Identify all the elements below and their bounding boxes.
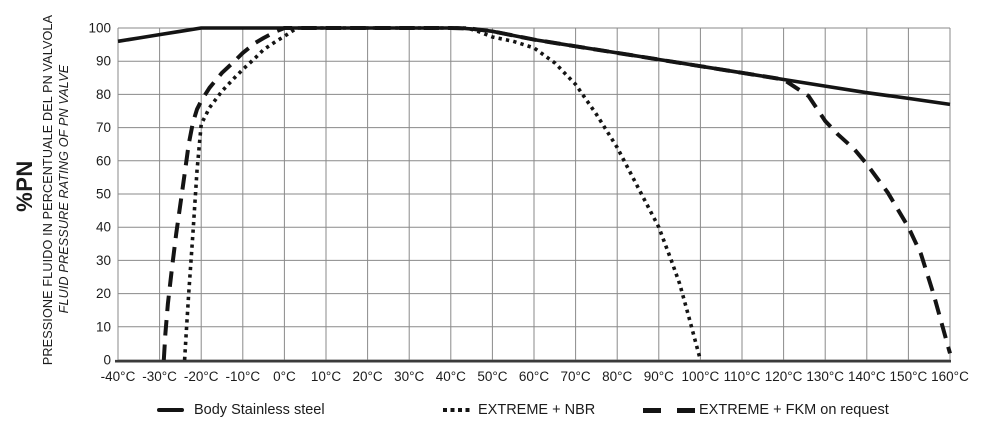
x-tick-label: -20°C [184,369,219,384]
y-tick-label: 70 [96,120,111,135]
y-tick-label: 100 [88,21,111,36]
x-tick-label: 60°C [519,369,549,384]
legend-item-extreme-fkm: EXTREME + FKM on request [643,401,889,419]
y-tick-label: 90 [96,54,111,69]
x-tick-label: 70°C [561,369,591,384]
x-tick-label: 110°C [724,369,761,384]
x-tick-label: 0°C [273,369,296,384]
x-tick-label: 90°C [644,369,674,384]
y-tick-label: 60 [96,153,111,168]
y-axis-title-pn: %PN [12,160,37,212]
y-tick-label: 40 [96,220,111,235]
legend-item-body-stainless-steel: Body Stainless steel [157,401,325,419]
legend-item-extreme-nbr: EXTREME + NBR [443,401,595,419]
x-tick-label: -10°C [225,369,260,384]
x-tick-label: 10°C [311,369,341,384]
y-axis-title-english: FLUID PRESSURE RATING OF PN VALVE [57,64,71,314]
x-tick-label: 30°C [394,369,424,384]
x-tick-label: 120°C [765,369,803,384]
y-tick-label: 10 [96,319,111,334]
x-tick-label: 160°C [931,369,969,384]
x-tick-label: 40°C [436,369,466,384]
y-tick-label: 30 [96,253,111,268]
x-tick-label: 80°C [602,369,632,384]
solid-line-swatch [157,408,184,412]
y-tick-label: 80 [96,87,111,102]
x-tick-label: -30°C [142,369,177,384]
x-tick-label: -40°C [101,369,136,384]
y-tick-label: 20 [96,286,111,301]
y-tick-label: 0 [103,353,111,368]
dotted-line-swatch [443,408,470,412]
legend-label-body-stainless-steel: Body Stainless steel [194,402,325,418]
legend-label-extreme-nbr: EXTREME + NBR [478,402,596,418]
x-tick-label: 140°C [848,369,886,384]
dashed-line-swatch [643,407,695,413]
x-tick-label: 20°C [353,369,383,384]
y-tick-label: 50 [96,187,111,202]
series-dashed [161,26,952,361]
x-tick-label: 100°C [682,369,720,384]
x-tick-label: 50°C [477,369,507,384]
x-tick-label: 130°C [806,369,844,384]
x-tick-label: 150°C [890,369,928,384]
y-axis-title-italian: PRESSIONE FLUIDO IN PERCENTUALE DEL PN V… [41,14,55,366]
legend-label-extreme-fkm: EXTREME + FKM on request [699,402,889,418]
